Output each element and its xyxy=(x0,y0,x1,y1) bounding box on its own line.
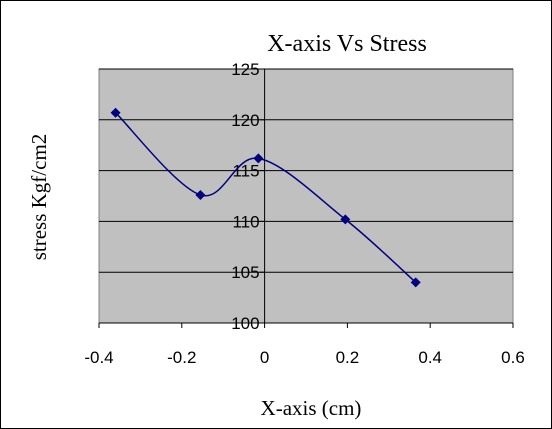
data-point xyxy=(110,107,121,118)
y-tick-label: 115 xyxy=(232,162,259,181)
x-axis-ticks: -0.4 -0.2 0 0.2 0.4 0.6 xyxy=(84,323,525,367)
y-tick-label: 120 xyxy=(231,111,259,130)
data-points xyxy=(110,107,421,288)
y-axis-label: stress Kgf/cm2 xyxy=(27,134,51,261)
chart-title: X-axis Vs Stress xyxy=(267,31,427,57)
x-tick-label: 0.6 xyxy=(501,348,525,367)
data-point xyxy=(195,189,206,200)
data-point xyxy=(340,214,351,225)
data-point xyxy=(410,277,421,288)
x-tick-label: 0.2 xyxy=(336,348,360,367)
x-tick-label: -0.2 xyxy=(167,348,196,367)
x-tick-label: -0.4 xyxy=(84,348,113,367)
y-tick-label: 100 xyxy=(231,314,259,333)
y-tick-label: 125 xyxy=(231,60,259,79)
plot-area xyxy=(98,68,514,324)
data-point xyxy=(253,153,264,164)
y-tick-label: 110 xyxy=(232,212,259,231)
y-tick-label: 105 xyxy=(231,263,259,282)
x-axis-label: X-axis (cm) xyxy=(261,396,362,420)
x-tick-label: 0 xyxy=(260,348,269,367)
x-tick-label: 0.4 xyxy=(418,348,442,367)
